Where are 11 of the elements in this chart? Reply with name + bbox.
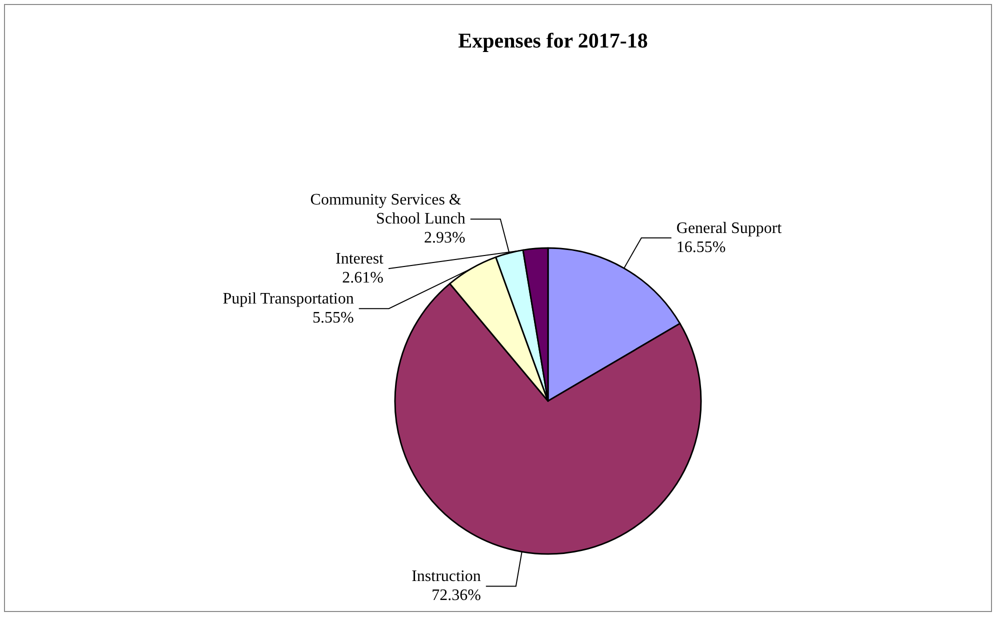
slice-label: Interest — [336, 250, 384, 268]
slice-label: Pupil Transportation — [222, 290, 354, 308]
data-label: 5.55% — [312, 310, 354, 327]
data-label: 2.93% — [424, 230, 466, 247]
data-label: 2.61% — [342, 270, 384, 287]
slice-label: Instruction — [412, 568, 481, 586]
data-label: 72.36% — [432, 587, 481, 604]
chart-title: Expenses for 2017-18 — [458, 28, 648, 52]
data-label: 16.55% — [676, 238, 726, 256]
slice-label: Community Services & School Lunch — [310, 192, 466, 228]
slice-label: General Support — [676, 220, 782, 237]
